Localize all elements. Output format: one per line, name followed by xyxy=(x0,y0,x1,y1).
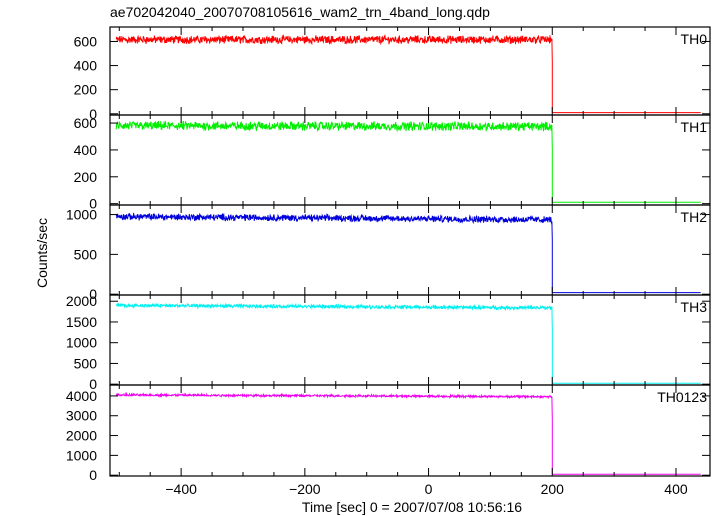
y-tick-label-th0123: 2000 xyxy=(66,428,97,444)
panel-frame-th2 xyxy=(109,204,711,296)
x-tick-label: 0 xyxy=(425,481,433,497)
x-tick-label: −400 xyxy=(165,481,197,497)
y-tick-label-th3: 500 xyxy=(74,355,98,371)
y-tick-label-th3: 1000 xyxy=(66,335,97,351)
y-tick-label-th0: 600 xyxy=(74,33,98,49)
series-line-th0 xyxy=(115,34,701,114)
panel-frame-th1 xyxy=(109,114,711,206)
y-tick-label-th0123: 0 xyxy=(89,467,97,483)
y-tick-label-th0123: 4000 xyxy=(66,388,97,404)
y-tick-label-th1: 400 xyxy=(74,142,98,158)
series-line-th1 xyxy=(115,120,701,203)
series-label-th0123: TH0123 xyxy=(657,389,707,405)
y-tick-label-th0: 0 xyxy=(89,106,97,122)
y-axis-label: Counts/sec xyxy=(34,218,50,288)
x-axis-label: Time [sec] 0 = 2007/07/08 10:56:16 xyxy=(302,499,522,515)
y-tick-label-th0: 400 xyxy=(74,58,98,74)
chart-title: ae702042040_20070708105616_wam2_trn_4ban… xyxy=(110,4,490,20)
series-line-th2 xyxy=(115,212,701,294)
y-tick-label-th3: 1500 xyxy=(66,314,97,330)
series-label-th2: TH2 xyxy=(681,209,708,225)
x-tick-label: −200 xyxy=(289,481,321,497)
y-tick-label-th2: 0 xyxy=(89,286,97,302)
series-label-th0: TH0 xyxy=(681,31,708,47)
x-tick-label: 400 xyxy=(664,481,688,497)
y-tick-label-th0123: 3000 xyxy=(66,408,97,424)
y-tick-label-th1: 0 xyxy=(89,196,97,212)
y-tick-label-th0123: 1000 xyxy=(66,447,97,463)
series-label-th3: TH3 xyxy=(681,299,708,315)
y-tick-label-th2: 1000 xyxy=(66,207,97,223)
y-tick-label-th1: 600 xyxy=(74,115,98,131)
y-tick-label-th1: 200 xyxy=(74,169,98,185)
series-line-th0123 xyxy=(115,391,701,475)
y-tick-label-th0: 200 xyxy=(74,82,98,98)
series-line-th3 xyxy=(115,302,701,384)
y-tick-label-th3: 0 xyxy=(89,376,97,392)
y-tick-label-th2: 500 xyxy=(74,246,98,262)
x-tick-label: 200 xyxy=(541,481,565,497)
y-tick-label-th3: 2000 xyxy=(66,293,97,309)
panel-frame-th0123 xyxy=(109,384,711,477)
series-label-th1: TH1 xyxy=(681,119,708,135)
chart-panels: TH0 0 200 400 600 TH1 0 200 400 600 TH2 0 500 1000 TH3… xyxy=(66,26,711,497)
